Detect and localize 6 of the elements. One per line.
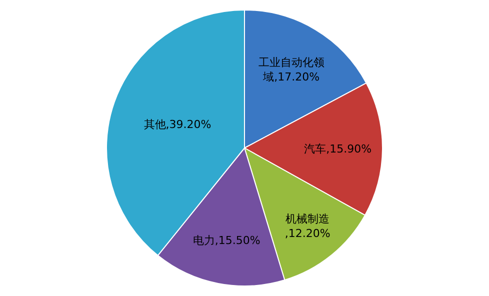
slice-label: 工业自动化领域,17.20% xyxy=(258,56,324,84)
data-label: ,12.20% xyxy=(284,226,330,240)
slice-label: 机械制造 xyxy=(286,212,330,226)
slice-label: 其他,39.20% xyxy=(144,118,212,131)
slice-label: 电力,15.50% xyxy=(192,234,260,247)
slice-label: 汽车,15.90% xyxy=(304,142,372,156)
